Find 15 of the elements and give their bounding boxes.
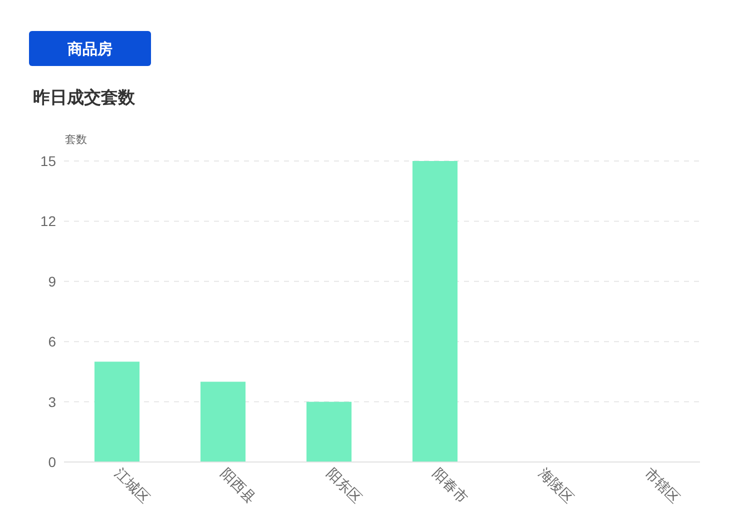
x-tick-label: 市辖区 — [642, 464, 683, 506]
x-tick-label: 阳春市 — [430, 464, 471, 506]
y-tick-label: 0 — [48, 454, 56, 470]
y-tick-label: 6 — [48, 334, 56, 350]
y-tick-label: 15 — [40, 153, 56, 169]
annotation: 商品房 — [68, 41, 112, 58]
x-tick-label: 海陵区 — [536, 464, 577, 506]
x-tick-label: 江城区 — [112, 464, 153, 506]
y-tick-label: 12 — [40, 213, 56, 230]
title: 昨日成交套数 — [33, 88, 135, 107]
x-tick-label: 阳西县 — [218, 464, 259, 506]
x-tick-label: 阳东区 — [324, 464, 365, 506]
y-axis-title: 套数 — [65, 134, 87, 146]
y-tick-label: 3 — [48, 394, 56, 410]
y-tick-label: 9 — [48, 273, 56, 290]
